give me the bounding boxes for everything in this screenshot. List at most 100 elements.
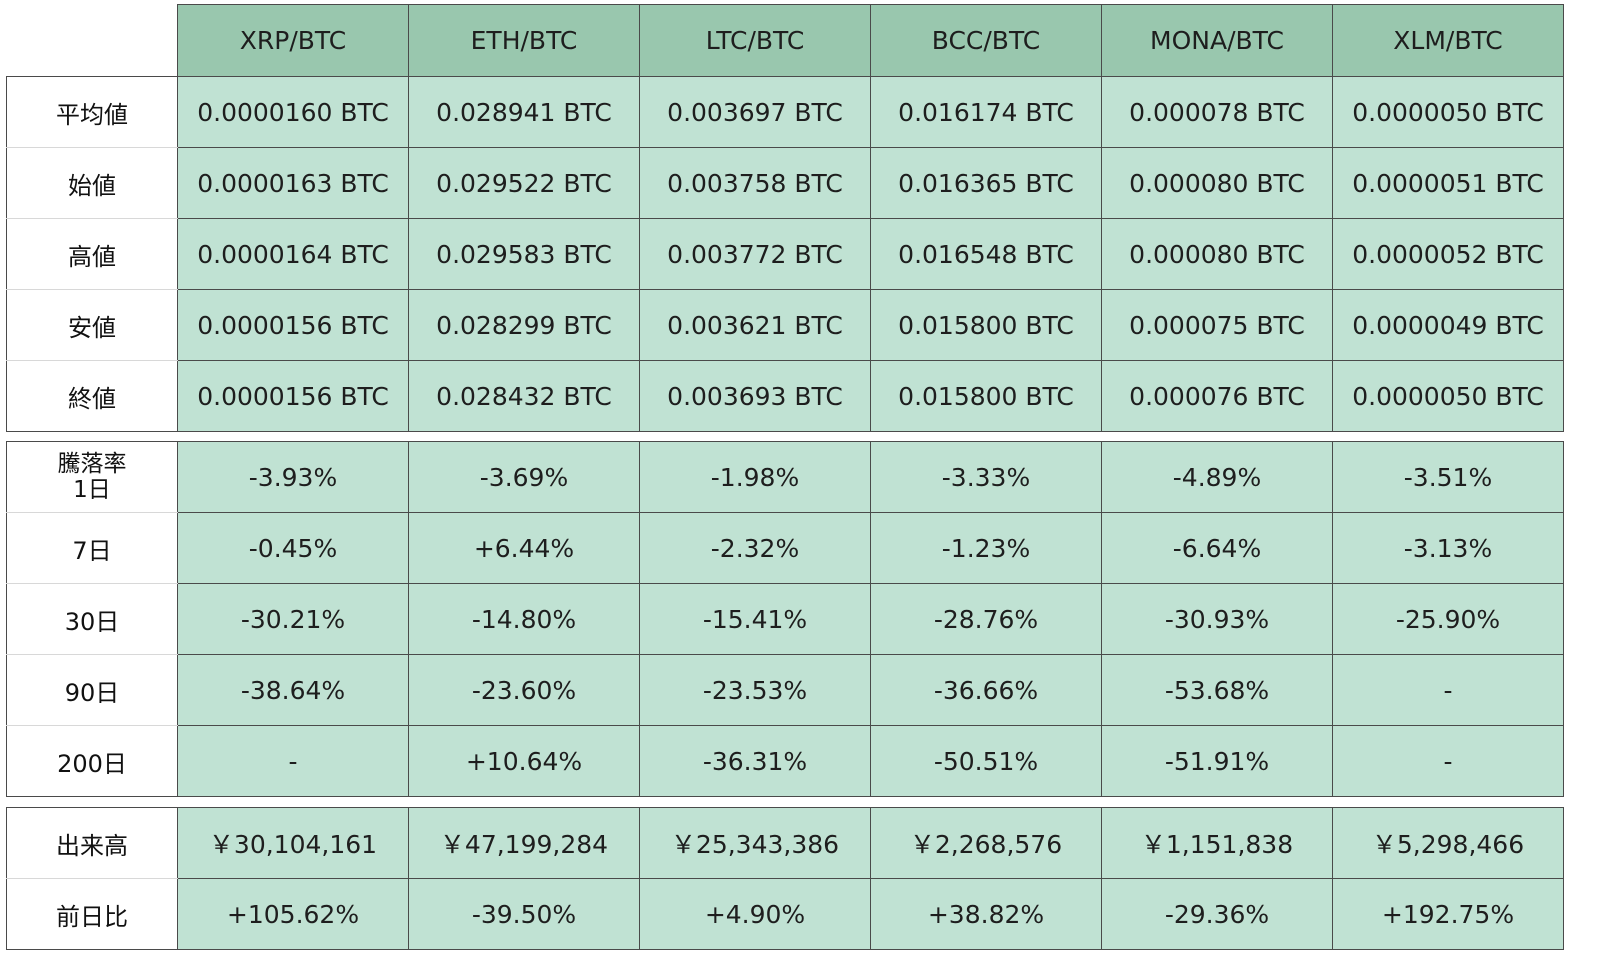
table-cell: -1.98% [639, 441, 871, 513]
table-cell: 0.000080 BTC [1101, 218, 1333, 290]
table-cell: -0.45% [177, 512, 409, 584]
table-cell: 0.003772 BTC [639, 218, 871, 290]
table-row: 始値 0.0000163 BTC 0.029522 BTC 0.003758 B… [6, 147, 1564, 219]
table-cell: 0.003758 BTC [639, 147, 871, 219]
table-cell: -2.32% [639, 512, 871, 584]
table-cell: -39.50% [408, 878, 640, 950]
table-cell: -30.21% [177, 583, 409, 655]
pair-header: ETH/BTC [408, 4, 640, 77]
table-row: 安値 0.0000156 BTC 0.028299 BTC 0.003621 B… [6, 289, 1564, 361]
row-label: 前日比 [6, 878, 178, 950]
table-cell: -3.51% [1332, 441, 1564, 513]
table-cell: 0.003697 BTC [639, 76, 871, 148]
row-label: 騰落率 1日 [6, 441, 178, 513]
table-cell: 0.0000049 BTC [1332, 289, 1564, 361]
table-cell: -25.90% [1332, 583, 1564, 655]
table-row: 前日比 +105.62% -39.50% +4.90% +38.82% -29.… [6, 878, 1564, 950]
pair-header: BCC/BTC [870, 4, 1102, 77]
table-row: 平均値 0.0000160 BTC 0.028941 BTC 0.003697 … [6, 76, 1564, 148]
row-label: 90日 [6, 654, 178, 726]
table-row: 騰落率 1日 -3.93% -3.69% -1.98% -3.33% -4.89%… [6, 441, 1564, 513]
table-cell: 0.003621 BTC [639, 289, 871, 361]
table-cell: 0.0000050 BTC [1332, 76, 1564, 148]
table-cell: -23.60% [408, 654, 640, 726]
table-cell: +38.82% [870, 878, 1102, 950]
table-cell: -50.51% [870, 725, 1102, 797]
table-cell: 0.000075 BTC [1101, 289, 1333, 361]
table-cell: ￥1,151,838 [1101, 807, 1333, 879]
table-cell: ￥25,343,386 [639, 807, 871, 879]
table-cell: 0.028299 BTC [408, 289, 640, 361]
table-cell: +6.44% [408, 512, 640, 584]
row-label: 始値 [6, 147, 178, 219]
table-cell: -4.89% [1101, 441, 1333, 513]
row-label: 平均値 [6, 76, 178, 148]
table-cell: ￥5,298,466 [1332, 807, 1564, 879]
table-cell: -3.69% [408, 441, 640, 513]
table-cell: 0.016174 BTC [870, 76, 1102, 148]
table-cell: -38.64% [177, 654, 409, 726]
table-cell: - [177, 725, 409, 797]
table-cell: -51.91% [1101, 725, 1333, 797]
table-cell: -29.36% [1101, 878, 1333, 950]
table-cell: +192.75% [1332, 878, 1564, 950]
table-cell: -15.41% [639, 583, 871, 655]
table-cell: -1.23% [870, 512, 1102, 584]
table-cell: ￥30,104,161 [177, 807, 409, 879]
table-cell: +10.64% [408, 725, 640, 797]
table-cell: -28.76% [870, 583, 1102, 655]
table-cell: 0.000080 BTC [1101, 147, 1333, 219]
row-label: 30日 [6, 583, 178, 655]
table-cell: -53.68% [1101, 654, 1333, 726]
table-cell: 0.003693 BTC [639, 360, 871, 432]
header-row: XRP/BTC ETH/BTC LTC/BTC BCC/BTC MONA/BTC… [6, 4, 1564, 77]
table-cell: 0.016365 BTC [870, 147, 1102, 219]
table-cell: 0.0000156 BTC [177, 289, 409, 361]
change-rate-table: 騰落率 1日 -3.93% -3.69% -1.98% -3.33% -4.89%… [6, 441, 1564, 797]
table-cell: -6.64% [1101, 512, 1333, 584]
change-period-label: 1日 [73, 477, 111, 503]
table-cell: - [1332, 654, 1564, 726]
corner-cell [6, 4, 178, 77]
table-cell: +4.90% [639, 878, 871, 950]
table-cell: 0.029583 BTC [408, 218, 640, 290]
table-cell: -3.93% [177, 441, 409, 513]
pair-header: XRP/BTC [177, 4, 409, 77]
table-cell: -36.31% [639, 725, 871, 797]
table-cell: 0.0000160 BTC [177, 76, 409, 148]
pair-header: LTC/BTC [639, 4, 871, 77]
table-cell: 0.0000051 BTC [1332, 147, 1564, 219]
table-row: 30日 -30.21% -14.80% -15.41% -28.76% -30.… [6, 583, 1564, 655]
table-cell: 0.029522 BTC [408, 147, 640, 219]
row-label: 出来高 [6, 807, 178, 879]
table-cell: 0.0000052 BTC [1332, 218, 1564, 290]
table-cell: ￥2,268,576 [870, 807, 1102, 879]
row-label: 安値 [6, 289, 178, 361]
table-cell: 0.016548 BTC [870, 218, 1102, 290]
table-row: 出来高 ￥30,104,161 ￥47,199,284 ￥25,343,386 … [6, 807, 1564, 879]
row-label: 7日 [6, 512, 178, 584]
table-cell: -36.66% [870, 654, 1102, 726]
table-cell: 0.028941 BTC [408, 76, 640, 148]
table-cell: 0.0000050 BTC [1332, 360, 1564, 432]
pair-header: XLM/BTC [1332, 4, 1564, 77]
table-cell: -30.93% [1101, 583, 1333, 655]
table-cell: 0.015800 BTC [870, 289, 1102, 361]
table-cell: 0.000078 BTC [1101, 76, 1333, 148]
table-row: 7日 -0.45% +6.44% -2.32% -1.23% -6.64% -3… [6, 512, 1564, 584]
table-cell: 0.015800 BTC [870, 360, 1102, 432]
change-rate-title: 騰落率 [57, 451, 127, 477]
table-cell: 0.0000156 BTC [177, 360, 409, 432]
pair-header: MONA/BTC [1101, 4, 1333, 77]
row-label: 高値 [6, 218, 178, 290]
table-row: 高値 0.0000164 BTC 0.029583 BTC 0.003772 B… [6, 218, 1564, 290]
table-cell: -23.53% [639, 654, 871, 726]
table-cell: 0.0000164 BTC [177, 218, 409, 290]
table-cell: -3.33% [870, 441, 1102, 513]
table-row: 終値 0.0000156 BTC 0.028432 BTC 0.003693 B… [6, 360, 1564, 432]
price-table: XRP/BTC ETH/BTC LTC/BTC BCC/BTC MONA/BTC… [6, 4, 1564, 432]
table-cell: ￥47,199,284 [408, 807, 640, 879]
table-row: 200日 - +10.64% -36.31% -50.51% -51.91% - [6, 725, 1564, 797]
table-cell: 0.0000163 BTC [177, 147, 409, 219]
row-label: 200日 [6, 725, 178, 797]
